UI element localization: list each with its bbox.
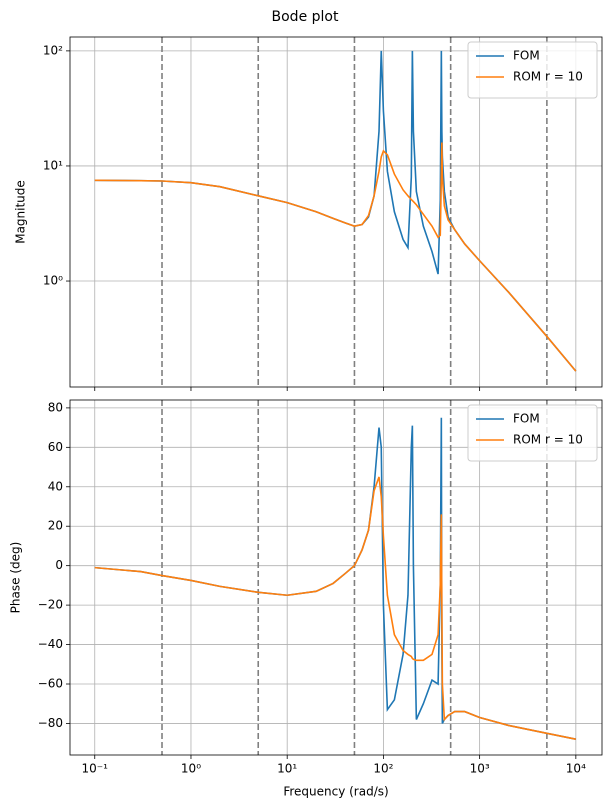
legend-label: ROM r = 10	[513, 70, 583, 84]
x-tick-label: 10²	[373, 762, 393, 776]
plot-area	[94, 37, 577, 387]
series-line	[94, 142, 577, 372]
y-tick-label: 10⁰	[43, 274, 63, 288]
series-line	[94, 417, 576, 741]
y-tick-label: 40	[48, 479, 63, 493]
x-tick-label: 10¹	[277, 762, 297, 776]
x-tick-label: 10⁰	[181, 762, 201, 776]
x-tick-label: 10⁴	[566, 762, 586, 776]
y-tick-label: 20	[48, 519, 63, 533]
x-tick-label: 10⁻¹	[82, 762, 109, 776]
y-tick-label: 10²	[43, 43, 63, 57]
x-tick-label: 10³	[470, 762, 490, 776]
y-tick-label: −40	[38, 637, 63, 651]
y-tick-label: −80	[38, 716, 63, 730]
series-line	[94, 50, 577, 372]
axes-frame	[69, 36, 603, 388]
y-tick-label: 60	[48, 440, 63, 454]
legend-label: ROM r = 10	[513, 433, 583, 447]
axes-frame	[69, 399, 603, 756]
y-tick-label: 80	[48, 400, 63, 414]
legend-label: FOM	[513, 49, 540, 63]
legend-label: FOM	[513, 412, 540, 426]
y-tick-label: 10¹	[43, 158, 63, 172]
y-axis-label: Magnitude	[14, 180, 28, 244]
series-line	[94, 476, 576, 741]
chart-title: Bode plot	[272, 9, 339, 25]
y-tick-label: −60	[38, 677, 63, 691]
y-tick-label: 0	[55, 558, 63, 572]
y-axis-label: Phase (deg)	[9, 542, 23, 614]
y-tick-label: −20	[38, 598, 63, 612]
x-axis-label: Frequency (rad/s)	[283, 785, 388, 799]
